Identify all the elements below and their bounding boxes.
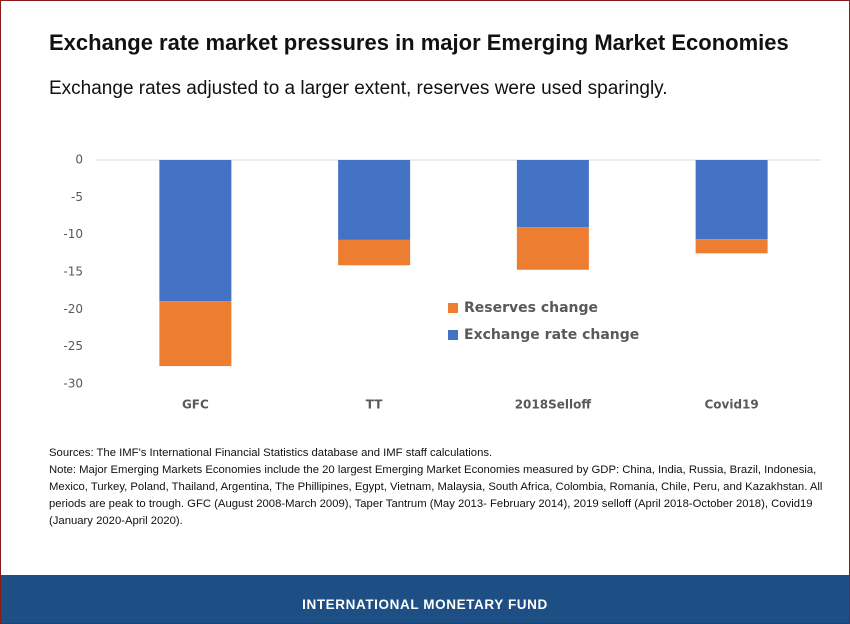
x-tick-label: 2018Selloff bbox=[515, 398, 592, 412]
y-tick-label: -25 bbox=[63, 339, 83, 353]
legend-label: Exchange rate change bbox=[464, 327, 639, 343]
footer-text: INTERNATIONAL MONETARY FUND bbox=[302, 597, 548, 612]
footer: INTERNATIONAL MONETARY FUND bbox=[1, 575, 849, 623]
bar-segment bbox=[516, 160, 589, 228]
chart-subtitle: Exchange rates adjusted to a larger exte… bbox=[49, 78, 668, 99]
sources: Sources: The IMF's International Financi… bbox=[49, 447, 493, 459]
bar-segment bbox=[338, 239, 411, 266]
legend-swatch bbox=[448, 303, 458, 313]
bar-segment bbox=[516, 227, 589, 270]
legend-label: Reserves change bbox=[464, 300, 598, 316]
chart-title: Exchange rate market pressures in major … bbox=[49, 30, 789, 55]
bar-segment bbox=[159, 301, 232, 367]
y-tick-label: -5 bbox=[71, 190, 83, 204]
bar-segment bbox=[695, 160, 768, 240]
legend-swatch bbox=[448, 330, 458, 340]
x-tick-label: GFC bbox=[182, 398, 209, 412]
x-tick-label: Covid19 bbox=[704, 398, 758, 412]
bar-segment bbox=[695, 239, 768, 254]
y-tick-label: -10 bbox=[63, 227, 83, 241]
y-tick-label: -30 bbox=[63, 377, 83, 391]
chart: 0 -5 -10 -15 -20 -25 -30 GFC TT 2018Selloff Covid1… bbox=[63, 153, 821, 412]
note: Note: Major Emerging Markets Economies i… bbox=[49, 464, 823, 527]
bar-segment bbox=[159, 160, 232, 302]
y-tick-label: -20 bbox=[63, 302, 83, 316]
y-tick-label: -15 bbox=[63, 265, 83, 279]
bar-segment bbox=[338, 160, 411, 240]
x-tick-label: TT bbox=[366, 398, 383, 412]
y-tick-label: 0 bbox=[75, 153, 83, 167]
